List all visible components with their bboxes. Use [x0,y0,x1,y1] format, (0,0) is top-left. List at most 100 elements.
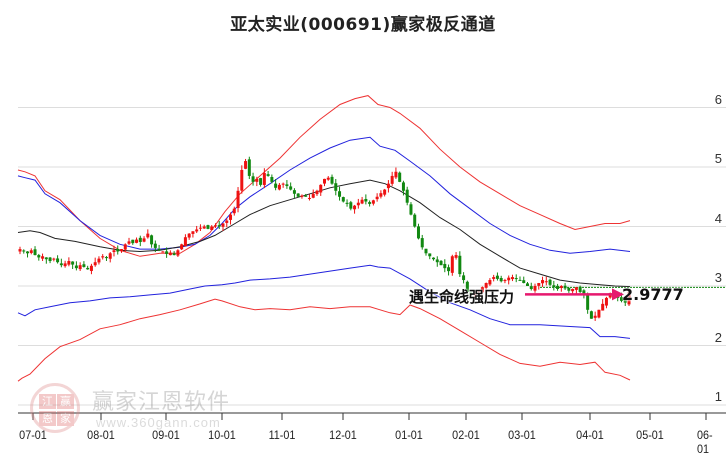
annotation-label: 遇生命线强压力 [409,288,515,306]
candle [593,311,597,321]
candle [48,256,52,264]
candle [529,282,533,291]
candle [552,280,556,291]
candle [533,283,537,293]
candle [296,193,300,198]
watermark-text: 赢家江恩软件 [92,390,231,415]
candle [341,196,345,203]
logo-char: 江 [39,394,56,409]
candle [439,260,443,266]
candle [78,262,82,272]
candle [289,182,293,191]
candle [142,236,146,243]
candle [82,261,86,268]
candle [315,189,319,196]
candle [458,251,462,277]
candle [469,292,473,297]
candle [221,222,225,232]
x-tick-label: 03-01 [508,428,536,442]
candle [447,264,451,276]
candle [432,257,436,261]
candle [101,254,105,260]
candle [627,291,631,306]
y-tick-label: 4 [714,210,722,226]
candle [29,248,33,255]
candle [556,283,560,291]
candle [191,231,195,238]
candle [300,194,304,199]
candle [157,244,161,252]
candle [262,168,266,189]
candle [266,170,270,177]
candle [225,218,229,228]
logo-char: 赢 [57,394,74,409]
candle [202,224,206,229]
candle [424,248,428,256]
outer-lower-band [17,298,631,382]
candle [462,272,466,284]
x-tick-label: 12-01 [329,428,357,442]
candle [522,276,526,284]
candle [371,199,375,206]
candle [537,282,541,290]
candle [270,174,274,184]
candle [334,178,338,196]
candle [323,178,326,187]
candle [229,212,233,225]
candle [484,282,488,290]
candle [74,261,78,271]
channel-bands [17,95,631,382]
candle [416,223,420,240]
inner-lower-band [17,264,631,339]
candle [492,274,496,282]
candle [597,309,601,319]
candle [123,243,127,252]
candle [544,276,548,286]
annotation-arrow [525,288,624,301]
candle [465,280,469,293]
candle [44,257,48,264]
candle [473,290,477,298]
candle [390,171,394,186]
candle [138,235,142,247]
candle [247,156,251,180]
candle [232,206,236,216]
candle [428,253,432,260]
candle [180,243,184,251]
candle [165,247,169,258]
candle [281,182,285,188]
candle [477,290,481,294]
x-tick-label: 04-01 [576,428,604,442]
candle [176,249,180,257]
candle [349,200,353,211]
candle [443,259,447,273]
logo-char: 恩 [39,411,56,426]
candle [195,225,199,234]
candle [311,189,315,199]
candle [206,224,210,230]
candle [89,263,93,275]
candle [146,229,150,239]
candle [503,278,507,284]
candle [210,225,214,231]
candle [120,248,123,253]
x-tick-label: 05-01 [636,428,664,442]
candle [518,276,522,281]
candle [172,251,176,256]
candle [375,193,379,202]
candle [338,186,342,201]
candle [244,158,248,170]
candle [285,180,289,189]
candle [499,275,503,283]
candle [409,202,413,216]
candle [601,299,605,311]
candle [548,278,552,287]
candle [259,177,263,187]
candle [274,179,278,191]
candle [541,276,545,287]
candle [559,285,563,292]
candle [93,257,97,267]
candle [26,251,30,258]
candle [326,176,330,181]
